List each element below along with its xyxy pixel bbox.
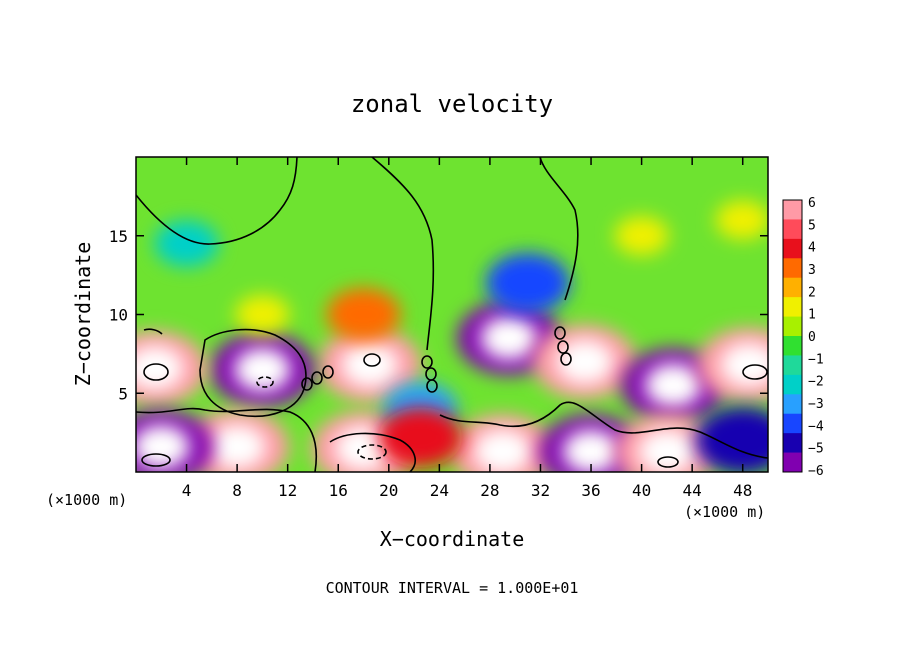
contour-small-loop-5	[357, 444, 387, 460]
x-axis-label: X−coordinate	[380, 527, 525, 551]
colorbar-label: −3	[808, 397, 824, 412]
x-tick-label: 40	[632, 481, 651, 500]
contour-blob-left	[199, 328, 307, 417]
field-feature	[532, 324, 637, 399]
colorbar-swatch	[783, 297, 802, 317]
colorbar-label: −2	[808, 375, 824, 390]
field-feature	[614, 414, 719, 472]
field-feature	[136, 331, 207, 406]
colorbar-swatch	[783, 355, 802, 376]
colorbar-frame	[782, 199, 803, 473]
colorbar-swatch	[783, 433, 802, 453]
y-tick-label: 5	[118, 384, 128, 403]
x-tick-label: 44	[683, 481, 702, 500]
contour-zero-low-left	[143, 328, 163, 335]
contour-small-loop-1	[363, 353, 381, 367]
field-feature	[485, 253, 570, 313]
colorbar-label: 2	[808, 285, 816, 300]
contour-chain-a	[421, 355, 438, 393]
y-tick-label: 15	[109, 227, 128, 246]
colorbar-label: 3	[808, 263, 816, 278]
chart-title: zonal velocity	[351, 90, 553, 118]
field-feature	[235, 295, 290, 334]
contour-band-mid-right	[439, 401, 768, 459]
field-feature	[136, 409, 214, 472]
colorbar-swatch	[783, 200, 802, 220]
colorbar-label: −6	[808, 464, 824, 479]
contour-small-loop-3	[143, 363, 169, 381]
x-unit-right: (×1000 m)	[684, 503, 765, 521]
colorbar-swatch	[783, 394, 802, 415]
contour-zero-top-left	[136, 157, 298, 245]
contour-chain-c	[301, 365, 334, 391]
x-tick-label: 36	[581, 481, 600, 500]
field-feature	[326, 288, 401, 341]
colorbar: 6 5 4 3 2 1 0 −1 −2 −3 −4 −5 −6	[782, 196, 824, 479]
colorbar-swatch	[783, 316, 802, 337]
contour-zero-center	[371, 157, 435, 351]
contour-small-loop-4	[742, 364, 768, 380]
contour-chain-b	[554, 326, 572, 366]
colorbar-swatch	[783, 413, 802, 434]
colorbar-swatch	[783, 277, 802, 298]
contour-small-loop-2	[256, 376, 274, 388]
colorbar-swatch	[783, 258, 802, 279]
colorbar-label: 6	[808, 196, 816, 211]
x-unit-left: (×1000 m)	[46, 491, 127, 509]
x-tick-label: 8	[232, 481, 242, 500]
x-tick-label: 28	[480, 481, 499, 500]
colorbar-label: −5	[808, 442, 824, 457]
x-tick-label: 16	[329, 481, 348, 500]
x-tick-label: 24	[430, 481, 449, 500]
field-feature	[697, 327, 768, 402]
colorbar-swatch	[783, 452, 802, 473]
contour-small-loop-7	[657, 456, 679, 468]
field-feature	[210, 332, 315, 407]
colorbar-label: −1	[808, 352, 824, 367]
colorbar-swatch	[783, 336, 802, 356]
contour-band-mid-left	[136, 407, 317, 472]
x-tick-label: 4	[182, 481, 192, 500]
colorbar-label: 0	[808, 330, 816, 345]
colorbar-label: 1	[808, 308, 816, 323]
field-feature	[695, 407, 768, 472]
colorbar-label: 5	[808, 218, 816, 233]
x-tick-label: 12	[278, 481, 297, 500]
field-feature	[450, 414, 555, 472]
colorbar-swatch	[783, 374, 802, 395]
field-feature	[715, 200, 768, 240]
y-tick-label: 10	[109, 306, 128, 325]
velocity-field	[136, 200, 768, 472]
contour-zero-right	[539, 157, 579, 301]
contour-interval-note: CONTOUR INTERVAL = 1.000E+01	[326, 579, 579, 597]
field-feature	[154, 220, 219, 267]
colorbar-swatch	[783, 219, 802, 240]
field-feature	[614, 216, 669, 256]
contour-lines	[136, 157, 768, 472]
colorbar-label: 4	[808, 241, 816, 256]
field-feature	[378, 407, 463, 468]
x-tick-label: 48	[733, 481, 752, 500]
field-feature	[317, 327, 422, 402]
contour-blob-low	[329, 432, 416, 472]
colorbar-swatch	[783, 238, 802, 259]
contour-small-loop-6	[141, 453, 171, 467]
x-tick-label: 20	[379, 481, 398, 500]
x-tick-label: 32	[531, 481, 550, 500]
y-axis-label: Z−coordinate	[71, 242, 95, 387]
colorbar-label: −4	[808, 419, 824, 434]
